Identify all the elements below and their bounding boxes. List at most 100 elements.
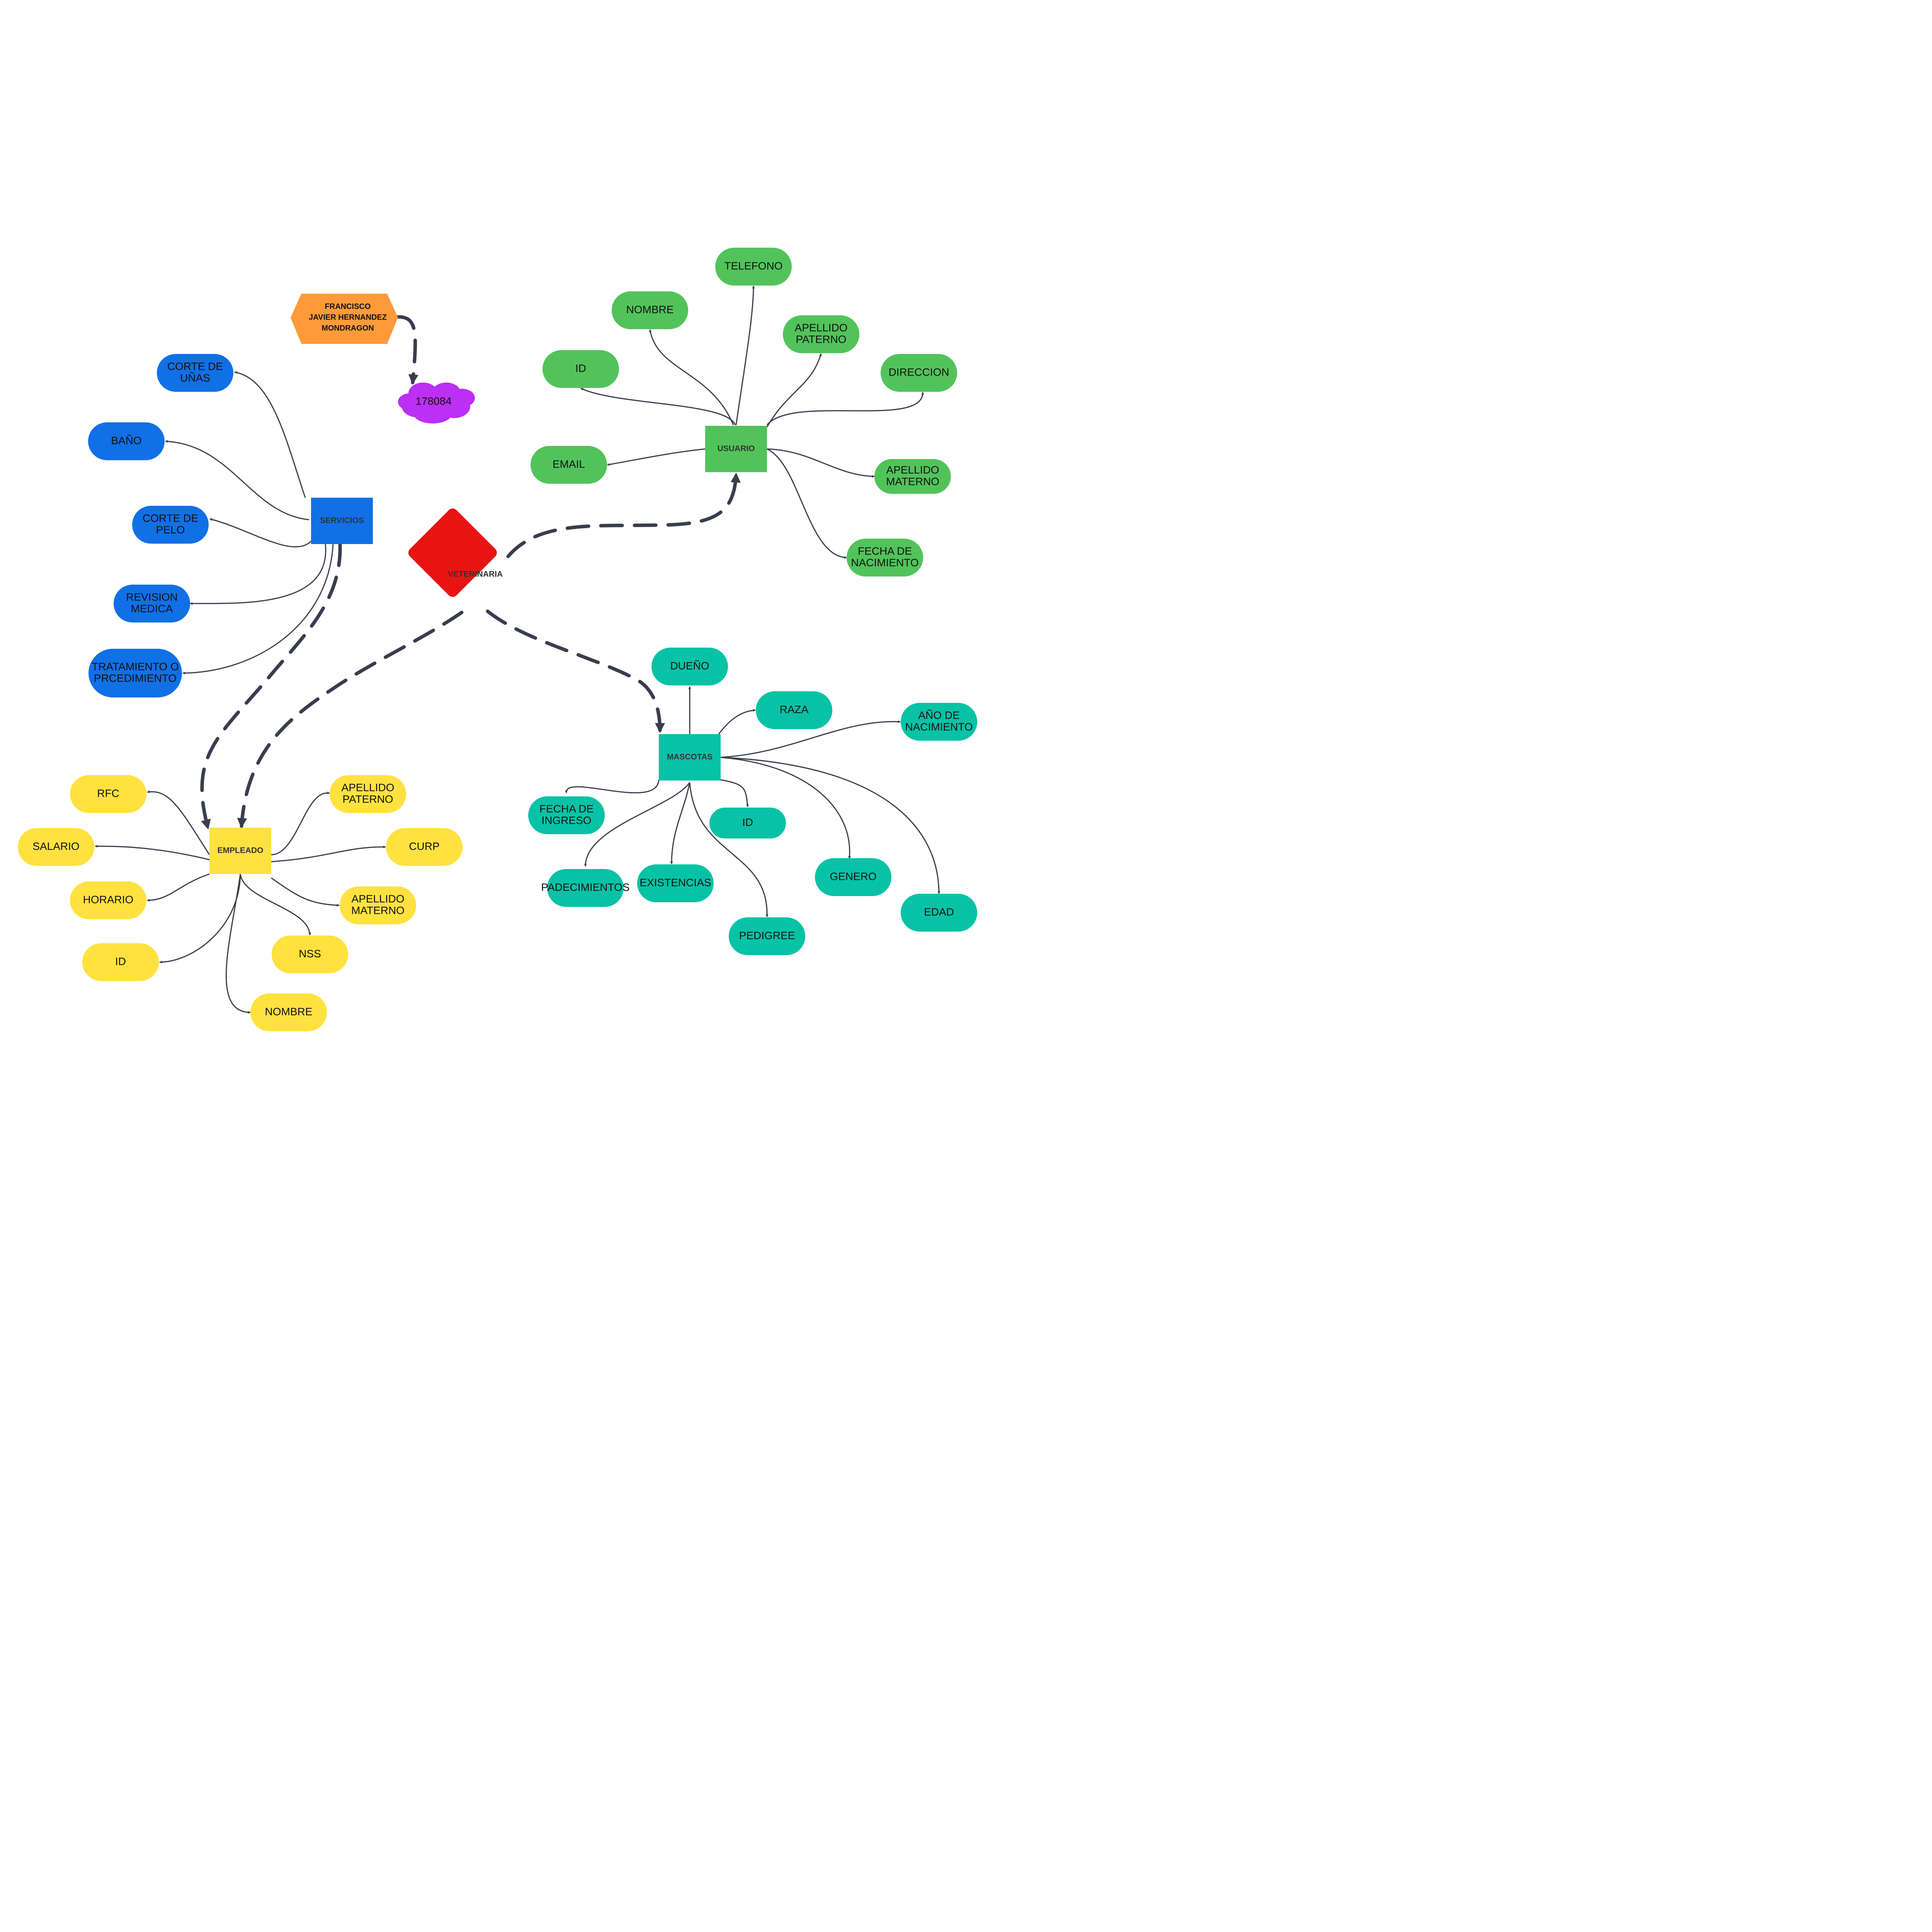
- veterinaria-to-empleado-connector: [237, 611, 464, 828]
- servicios-attr-label-line-1: CORTE DE: [143, 512, 198, 524]
- usuario-attr-telefono[interactable]: TELEFONO: [715, 248, 792, 286]
- empleado-attr-shape: [250, 993, 327, 1031]
- mascotas-attr-label: PEDIGREE: [739, 929, 795, 941]
- usuario-attr-label-line-2: MATERNO: [886, 475, 939, 487]
- empleado-attr-label: ID: [115, 955, 126, 967]
- empleado-attr-curp[interactable]: CURP: [386, 828, 463, 866]
- empleado-attr-nombre[interactable]: NOMBRE: [250, 993, 327, 1031]
- mascotas-attr-id[interactable]: ID: [709, 808, 786, 838]
- usuario-edge-5: [766, 392, 924, 425]
- cloud-puff: [398, 393, 421, 410]
- usuario-attr-direccion[interactable]: DIRECCION: [881, 354, 957, 392]
- servicios-attr-label: BAÑO: [111, 434, 141, 446]
- mascotas-attr-existencias[interactable]: EXISTENCIAS: [637, 864, 714, 902]
- mascotas-attr-label: RAZA: [780, 703, 809, 715]
- mascotas-attr-padecimientos[interactable]: PADECIMIENTOS: [541, 869, 630, 907]
- mascotas-attr-label-line-1: FECHA DE: [539, 803, 594, 815]
- mascotas-attr-shape: [651, 648, 728, 685]
- empleado-attr-label: CURP: [409, 840, 439, 852]
- empleado-attr-horario[interactable]: HORARIO: [70, 881, 146, 919]
- mascotas-attr-label: DUEÑO: [670, 660, 709, 672]
- empleado-edge-6: [271, 877, 340, 907]
- empleado-attr-shape: [272, 935, 348, 973]
- servicios-attr-label-line-1: REVISION: [126, 591, 178, 603]
- usuario-attr-shape: [847, 539, 923, 577]
- usuario-attr-nombre[interactable]: NOMBRE: [612, 291, 688, 329]
- usuario-entity[interactable]: USUARIO: [705, 426, 767, 472]
- empleado-attr-rfc[interactable]: RFC: [70, 775, 146, 813]
- usuario-entity-label: USUARIO: [718, 444, 755, 453]
- student-id-cloud: 178084: [398, 383, 475, 423]
- empleado-attr-shape: [82, 943, 159, 981]
- servicios-attr-label-line-1: CORTE DE: [167, 360, 223, 372]
- mascotas-edge-9: [720, 757, 940, 894]
- servicios-attr-bano[interactable]: BAÑO: [88, 422, 165, 460]
- empleado-attr-label: NOMBRE: [265, 1005, 313, 1017]
- servicios-entity[interactable]: SERVICIOS: [311, 498, 373, 544]
- author-name-line-3: MONDRAGON: [321, 324, 374, 332]
- mascotas-edge-8: [720, 757, 851, 859]
- mascotas-entity[interactable]: MASCOTAS: [659, 734, 721, 781]
- mascotas-attr-edad[interactable]: EDAD: [901, 894, 977, 932]
- mascotas-attr-raza[interactable]: RAZA: [756, 691, 832, 729]
- mascotas-edge-3: [720, 720, 901, 758]
- usuario-attr-shape: [543, 350, 619, 388]
- empleado-entity[interactable]: EMPLEADO: [209, 828, 271, 874]
- author-hexagon: [291, 294, 398, 344]
- empleado-attr-salario[interactable]: SALARIO: [18, 828, 94, 866]
- mascotas-attr-pedigree[interactable]: PEDIGREE: [729, 917, 805, 955]
- mascotas-attr-dueno[interactable]: DUEÑO: [651, 648, 728, 685]
- mascotas-attr-label: GENERO: [830, 870, 876, 882]
- usuario-attr-label: ID: [575, 362, 586, 374]
- mascotas-attr-label-line-2: INGRESO: [541, 814, 591, 826]
- usuario-attr-label-line-1: FECHA DE: [858, 545, 912, 557]
- servicios-attr-label-line-2: UÑAS: [180, 372, 210, 384]
- servicios-attr-shape: [114, 585, 190, 622]
- empleado-attr-id[interactable]: ID: [82, 943, 159, 981]
- usuario-attr-shape: [783, 315, 859, 353]
- servicios-attr-label-line-2: PRCEDIMIENTO: [94, 672, 177, 684]
- empleado-edge-1: [147, 790, 210, 855]
- author-name-line-2: JAVIER HERNANDEZ: [309, 313, 387, 321]
- empleado-attr-label: RFC: [97, 787, 119, 799]
- veterinaria-center[interactable]: VETERINARIA: [406, 506, 503, 599]
- mascotas-edge-5: [720, 779, 749, 807]
- mascotas-edge-7: [670, 782, 690, 864]
- usuario-attr-shape: [715, 248, 792, 286]
- empleado-edge-2: [271, 791, 330, 855]
- cloud-puff: [413, 403, 452, 423]
- servicios-edge-5: [182, 544, 334, 675]
- servicios-attr-shape: [157, 354, 233, 392]
- usuario-attr-id[interactable]: ID: [543, 350, 619, 388]
- mascotas-attr-label: EDAD: [924, 906, 954, 918]
- mascotas-attr-label-line-2: NACIMIENTO: [905, 721, 973, 733]
- empleado-entity-box: [209, 828, 271, 874]
- mascotas-attr-shape: [709, 808, 786, 838]
- servicios-edge-1: [234, 371, 306, 498]
- mascotas-attr-genero[interactable]: GENERO: [815, 858, 891, 896]
- mascotas-attr-shape: [901, 703, 977, 741]
- usuario-attr-label: DIRECCION: [888, 366, 949, 378]
- empleado-attr-shape: [70, 881, 146, 919]
- servicios-attr-shape: [88, 422, 165, 460]
- usuario-edge-7: [767, 448, 875, 478]
- empleado-attr-nss[interactable]: NSS: [272, 935, 348, 973]
- mascotas-attr-label: ID: [742, 816, 753, 828]
- veterinaria-to-usuario-connector: [506, 472, 741, 558]
- mascotas-attr-shape: [528, 796, 605, 834]
- cloud-puff: [449, 389, 475, 407]
- empleado-attr-shape: [330, 775, 406, 813]
- usuario-attr-email[interactable]: EMAIL: [531, 446, 607, 484]
- servicios-attr-label-line-2: MEDICA: [131, 602, 173, 614]
